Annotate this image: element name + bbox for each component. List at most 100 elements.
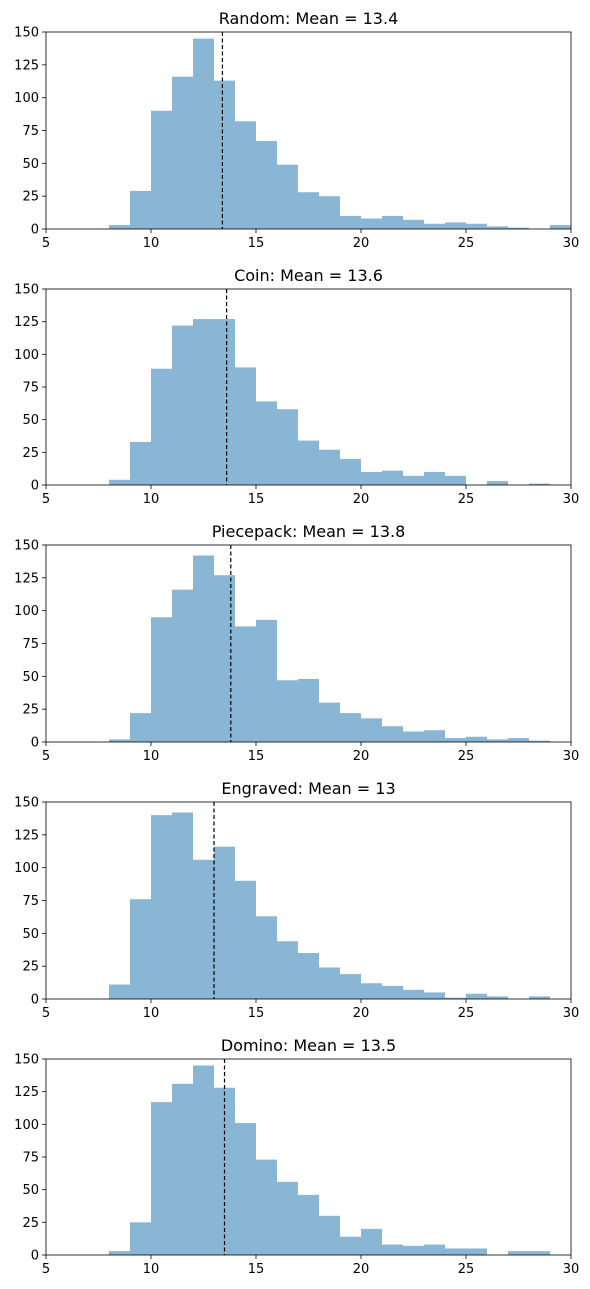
histogram-bar xyxy=(403,219,424,229)
histogram-bar xyxy=(487,996,508,999)
histogram-bar xyxy=(319,196,340,229)
histogram-bar xyxy=(361,718,382,742)
histogram-bar xyxy=(529,996,550,999)
y-tick-label: 0 xyxy=(31,736,39,751)
histogram-bar xyxy=(193,1065,214,1255)
chart-title: Engraved: Mean = 13 xyxy=(221,779,395,798)
x-tick-label: 25 xyxy=(458,1262,475,1277)
histogram-bar xyxy=(382,726,403,742)
y-tick-label: 100 xyxy=(14,1118,39,1133)
y-tick-label: 50 xyxy=(22,1183,39,1198)
histogram-bar xyxy=(109,225,130,229)
x-tick-label: 10 xyxy=(143,749,160,764)
y-tick-label: 100 xyxy=(14,604,39,619)
histogram-bar xyxy=(172,812,193,999)
histogram-bar xyxy=(277,680,298,742)
histogram-bar xyxy=(172,589,193,742)
histogram-bar xyxy=(298,192,319,229)
x-tick-label: 30 xyxy=(563,1006,580,1021)
x-tick-label: 10 xyxy=(143,236,160,251)
histogram-bar xyxy=(445,222,466,229)
y-tick-label: 100 xyxy=(14,348,39,363)
histogram-bar xyxy=(445,997,466,999)
histogram-bar xyxy=(151,110,172,229)
x-tick-label: 5 xyxy=(42,1006,50,1021)
histogram-bar xyxy=(361,218,382,229)
y-tick-label: 75 xyxy=(22,381,39,396)
x-tick-label: 15 xyxy=(248,1262,265,1277)
histogram-bar xyxy=(445,1248,466,1255)
histogram-bar xyxy=(382,1244,403,1255)
histogram-bar xyxy=(424,730,445,742)
histogram-bar xyxy=(382,985,403,999)
y-tick-label: 75 xyxy=(22,1151,39,1166)
x-tick-label: 5 xyxy=(42,749,50,764)
histogram-bar xyxy=(214,80,235,229)
histogram-bar xyxy=(214,846,235,999)
histogram-bar xyxy=(466,736,487,742)
x-tick-label: 20 xyxy=(353,492,370,507)
x-tick-label: 15 xyxy=(248,236,265,251)
y-tick-label: 25 xyxy=(22,1216,39,1231)
y-tick-label: 125 xyxy=(14,1085,39,1100)
histogram-bar xyxy=(466,1248,487,1255)
histogram-bar xyxy=(550,225,571,229)
histogram-bar xyxy=(466,223,487,229)
histogram-bar xyxy=(340,215,361,229)
histogram-bar xyxy=(193,319,214,485)
x-tick-label: 25 xyxy=(458,749,475,764)
histogram-bar xyxy=(487,481,508,485)
histogram-bar xyxy=(172,1083,193,1255)
histogram-bar xyxy=(235,121,256,229)
x-tick-label: 10 xyxy=(143,1262,160,1277)
y-tick-label: 100 xyxy=(14,91,39,106)
histogram-bar xyxy=(529,483,550,485)
y-tick-label: 125 xyxy=(14,58,39,73)
y-tick-label: 150 xyxy=(14,283,39,298)
histogram-bar xyxy=(235,626,256,742)
histogram-bar xyxy=(508,1251,529,1255)
x-tick-label: 10 xyxy=(143,492,160,507)
histogram-bar xyxy=(424,223,445,229)
histogram-bar xyxy=(508,227,529,229)
histogram-bar xyxy=(214,575,235,742)
x-tick-label: 5 xyxy=(42,236,50,251)
histogram-bar xyxy=(340,713,361,742)
histogram-bar xyxy=(319,967,340,999)
y-tick-label: 25 xyxy=(22,960,39,975)
histogram-bar xyxy=(466,993,487,999)
y-tick-label: 125 xyxy=(14,315,39,330)
histogram-bar xyxy=(130,1222,151,1255)
histogram-bar xyxy=(214,319,235,485)
histogram-bar xyxy=(487,226,508,229)
histogram-bar xyxy=(361,983,382,999)
y-tick-label: 0 xyxy=(31,223,39,238)
y-tick-label: 25 xyxy=(22,703,39,718)
histogram-bar xyxy=(382,470,403,485)
chart-panel-3: 5 10 15 20 25 30 0 25 50 75 100 125 150 Piecepack: Me… xyxy=(14,522,579,764)
y-tick-label: 50 xyxy=(22,157,39,172)
histogram-bar xyxy=(298,953,319,999)
y-tick-label: 0 xyxy=(31,1249,39,1264)
x-tick-label: 5 xyxy=(42,1262,50,1277)
y-tick-label: 75 xyxy=(22,894,39,909)
histogram-bar xyxy=(340,458,361,485)
histogram-bar xyxy=(424,992,445,999)
chart-title: Coin: Mean = 13.6 xyxy=(234,266,383,285)
histogram-bar xyxy=(340,974,361,999)
histogram-bar xyxy=(151,617,172,742)
chart-title: Piecepack: Mean = 13.8 xyxy=(212,522,406,541)
histogram-bar xyxy=(508,738,529,742)
histogram-bar xyxy=(487,739,508,742)
chart-panel-2: 5 10 15 20 25 30 0 25 50 75 100 125 150 Coin: Mean = … xyxy=(14,266,579,507)
x-tick-label: 30 xyxy=(563,749,580,764)
histogram-bar xyxy=(235,880,256,999)
histogram-bar xyxy=(403,475,424,485)
y-tick-label: 125 xyxy=(14,828,39,843)
y-tick-label: 50 xyxy=(22,413,39,428)
y-tick-label: 0 xyxy=(31,479,39,494)
histogram-bar xyxy=(277,164,298,229)
histogram-bar xyxy=(256,401,277,485)
x-tick-label: 20 xyxy=(353,1006,370,1021)
histogram-bar xyxy=(151,815,172,999)
